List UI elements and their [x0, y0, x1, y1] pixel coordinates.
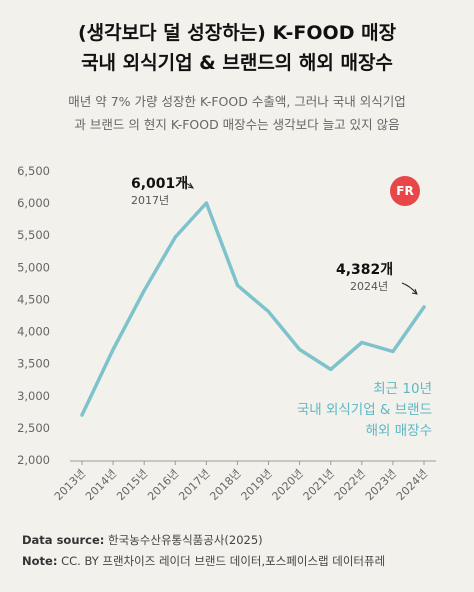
- data-point: [204, 201, 208, 205]
- data-point: [235, 283, 240, 287]
- y-tick-label: 4,500: [17, 292, 50, 306]
- chart-title: (생각보다 덜 성장하는) K-FOOD 매장 국내 외식기업 & 브랜드의 해…: [0, 18, 474, 78]
- source-label: Data source:: [22, 533, 105, 547]
- annotation-arrowhead-2017: [187, 182, 195, 189]
- x-tick-label: 2014년: [83, 467, 119, 503]
- y-tick-label: 2,500: [17, 421, 50, 435]
- y-tick-label: 2,000: [17, 453, 50, 467]
- note-line: Note: CC. BY 프랜차이즈 레이더 브랜드 데이터,포스페이스랩 데이…: [22, 551, 385, 572]
- y-tick-label: 3,500: [17, 357, 50, 371]
- data-point: [173, 235, 177, 239]
- line-chart: 2,000 2,500 3,000 3,500 4,000 4,500 5,000 5,500…: [17, 164, 436, 503]
- title-line-2: 국내 외식기업 & 브랜드의 해외 매장수: [81, 52, 393, 74]
- x-tick-label: 2024년: [394, 467, 430, 503]
- annotation-year-2017: 2017년: [131, 194, 169, 207]
- data-point: [80, 413, 84, 417]
- y-tick-label: 6,500: [17, 164, 50, 178]
- annotation-value-2017: 6,001개: [131, 176, 188, 192]
- x-tick-label: 2013년: [52, 467, 88, 503]
- data-point: [142, 288, 146, 293]
- note-text: CC. BY 프랜차이즈 레이더 브랜드 데이터,포스페이스랩 데이터퓨레: [57, 554, 386, 568]
- chart-footer: Data source: 한국농수산유통식품공사(2025) Note: CC.…: [22, 530, 385, 572]
- x-tick-label: 2021년: [301, 467, 337, 503]
- subtitle-line-1: 매년 약 7% 가량 성장한 K-FOOD 수출액, 그러나 국내 외식기업: [68, 94, 406, 109]
- note-label: Note:: [22, 554, 58, 568]
- legend-line-2: 국내 외식기업 & 브랜드: [297, 402, 432, 418]
- legend-line-1: 최근 10년: [373, 381, 432, 397]
- data-point: [422, 305, 426, 309]
- x-tick-label: 2022년: [332, 467, 368, 503]
- source-line: Data source: 한국농수산유통식품공사(2025): [22, 530, 385, 551]
- y-tick-label: 4,000: [17, 325, 50, 339]
- annotation-arrow-2017: [177, 180, 193, 188]
- data-point: [329, 367, 333, 372]
- chart-subtitle: 매년 약 7% 가량 성장한 K-FOOD 수출액, 그러나 국내 외식기업 과…: [0, 90, 474, 136]
- x-tick-label: 2016년: [145, 467, 181, 503]
- x-tick-label: 2018년: [207, 467, 243, 503]
- data-point: [360, 340, 364, 345]
- y-tick-label: 3,000: [17, 389, 50, 403]
- x-tick-label: 2017년: [176, 467, 212, 503]
- annotation-year-2024: 2024년: [350, 280, 388, 293]
- annotation-value-2024: 4,382개: [336, 262, 393, 278]
- series-line: [80, 201, 426, 417]
- y-tick-label: 5,500: [17, 228, 50, 242]
- data-point: [266, 310, 271, 314]
- annotation-arrow-2024: [401, 282, 417, 294]
- brand-badge: FR: [390, 176, 420, 206]
- data-point: [298, 347, 302, 352]
- data-point: [111, 347, 115, 352]
- x-tick-label: 2019년: [239, 467, 275, 503]
- y-tick-label: 6,000: [17, 196, 50, 210]
- legend-line-3: 해외 매장수: [366, 423, 432, 439]
- x-tick-label: 2015년: [114, 467, 150, 503]
- source-text: 한국농수산유통식품공사(2025): [104, 533, 263, 547]
- x-tick-label: 2023년: [363, 467, 399, 503]
- y-tick-label: 5,000: [17, 260, 50, 274]
- title-line-1: (생각보다 덜 성장하는) K-FOOD 매장: [77, 22, 397, 44]
- x-tick-label: 2020년: [270, 467, 306, 503]
- annotation-arrowhead-2024: [411, 288, 418, 295]
- subtitle-line-2: 과 브랜드 의 현지 K-FOOD 매장수는 생각보다 늘고 있지 않음: [74, 117, 400, 132]
- data-point: [391, 349, 395, 354]
